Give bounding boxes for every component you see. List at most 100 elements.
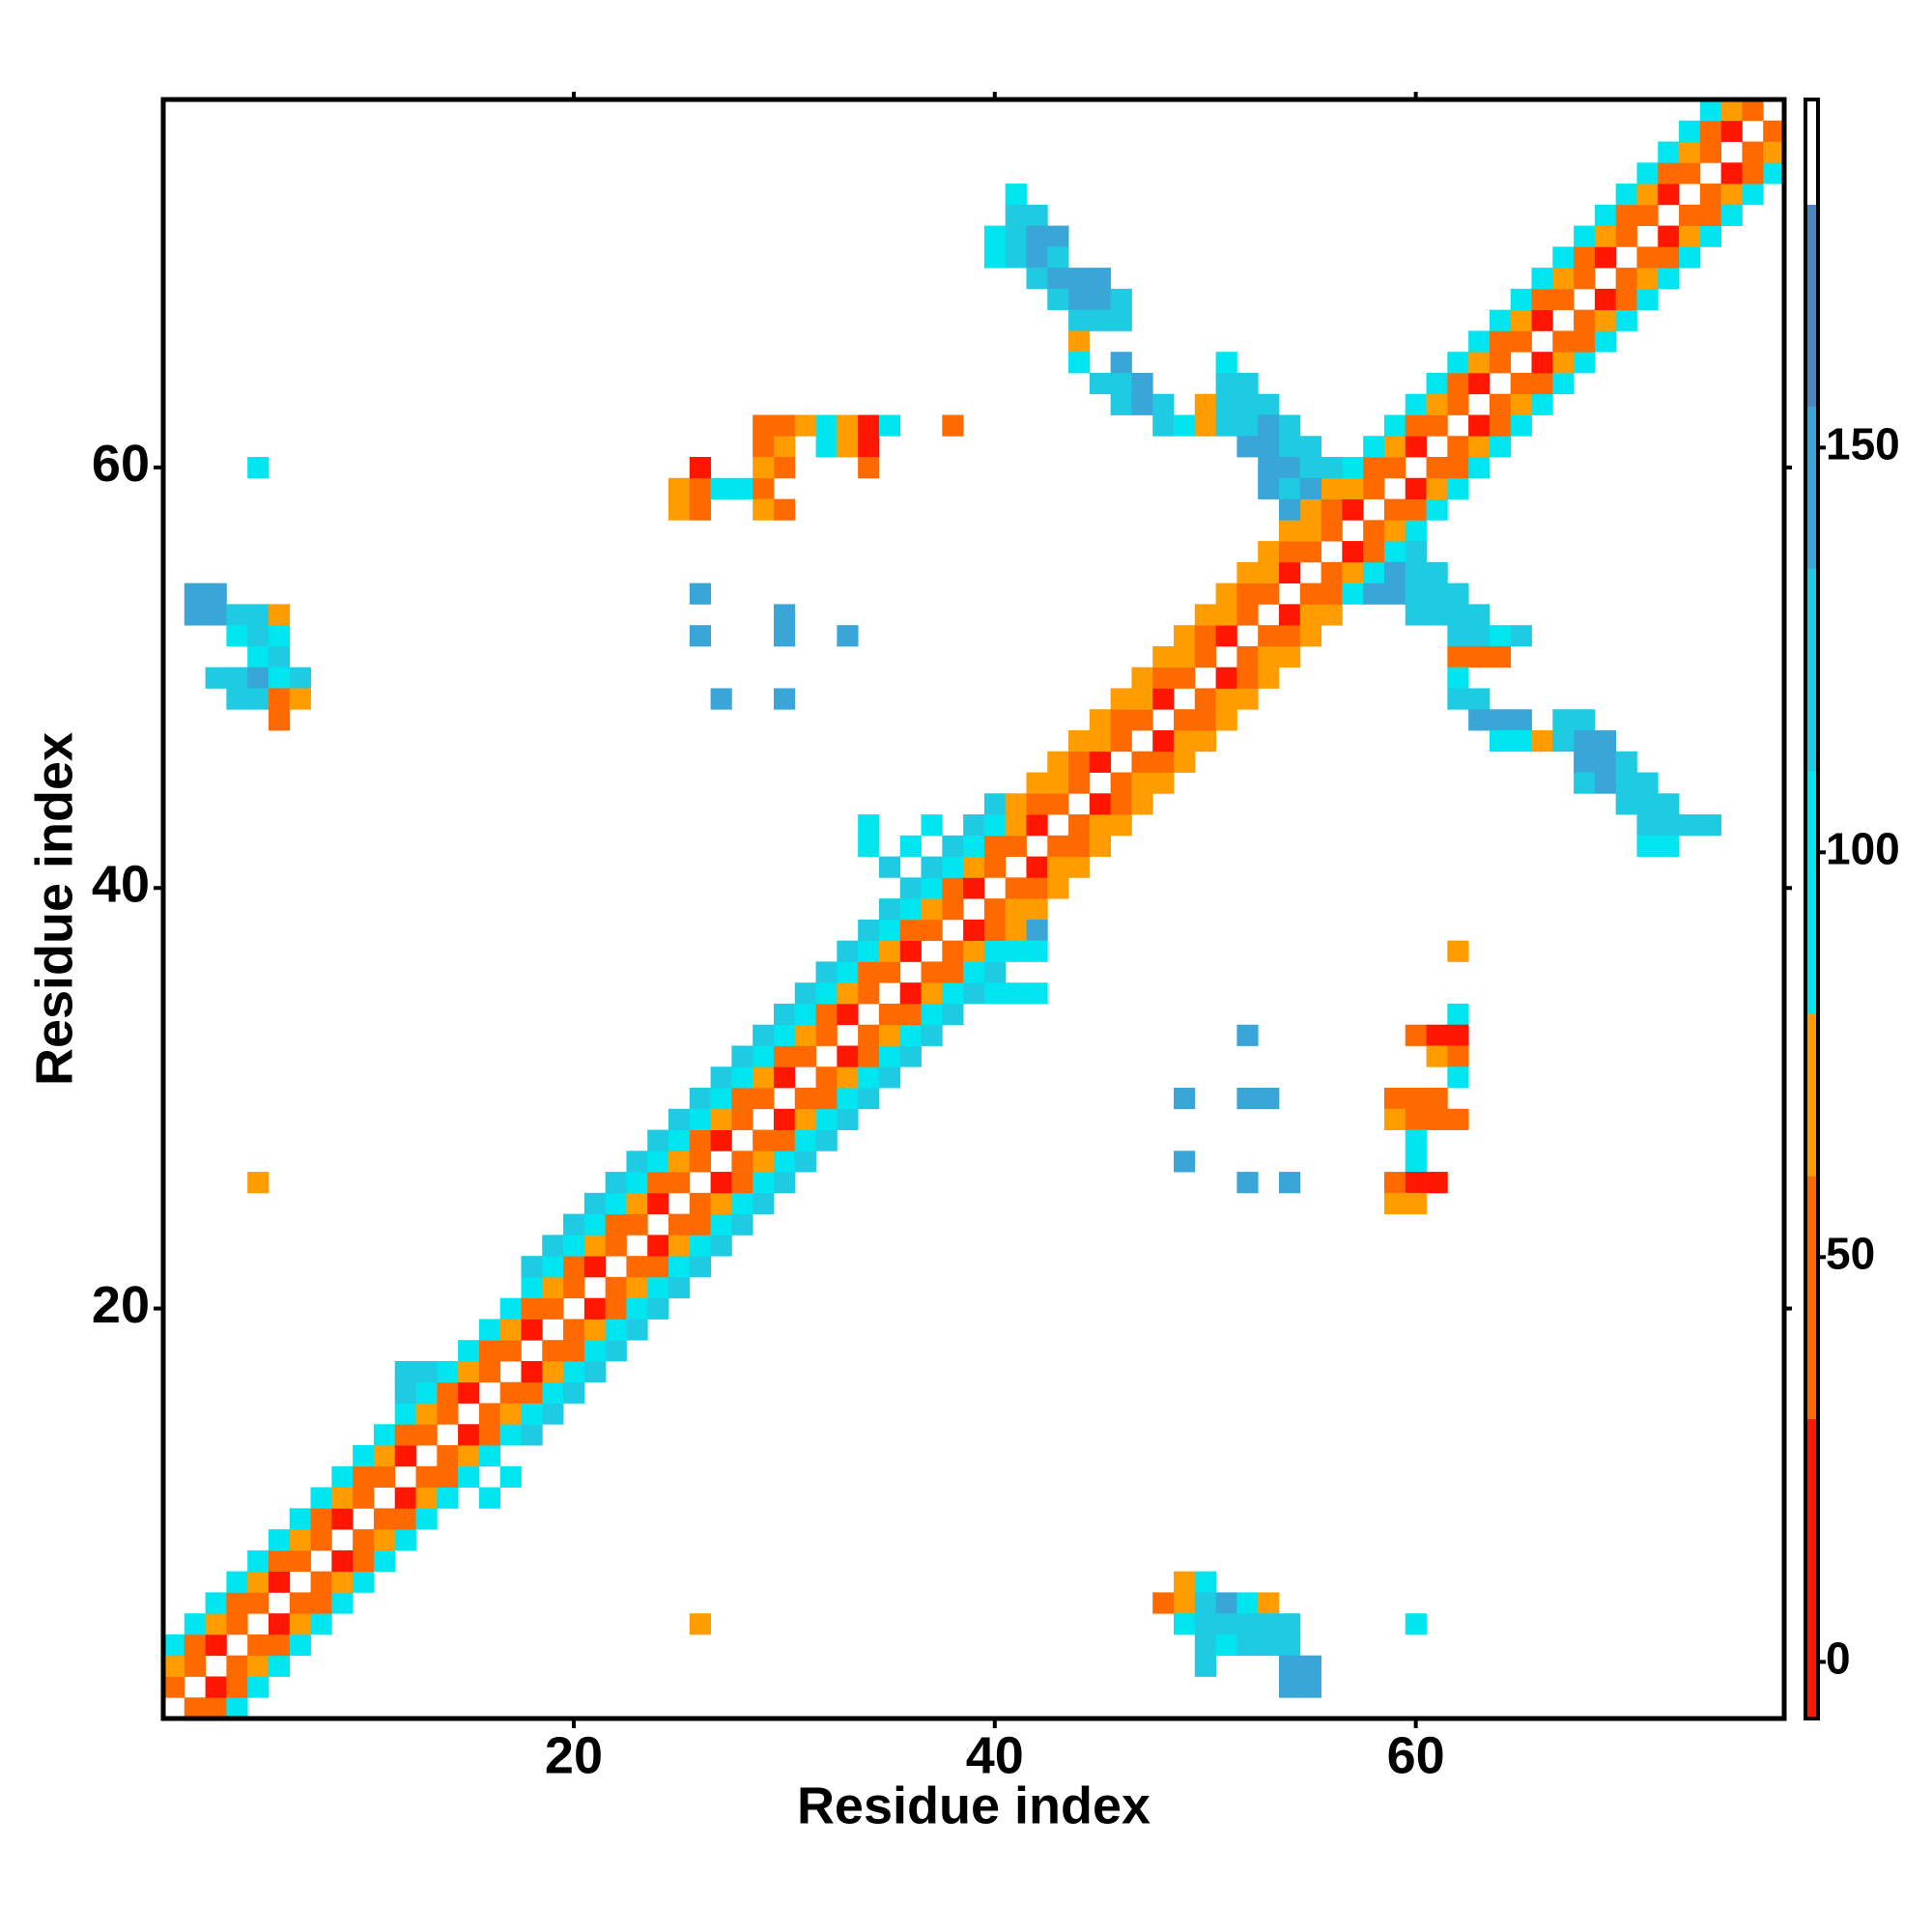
heatmap-cell [226, 1655, 248, 1677]
heatmap-cell [353, 1487, 375, 1509]
heatmap-cell [1236, 436, 1259, 458]
heatmap-cell [773, 688, 796, 710]
heatmap-cell [626, 1172, 648, 1194]
heatmap-cell [1658, 225, 1680, 247]
heatmap-cell [1194, 709, 1217, 731]
y-tick-label: 20 [92, 1276, 150, 1334]
heatmap-cell [437, 1487, 459, 1509]
heatmap-cell [710, 688, 732, 710]
colorbar-tick-label: 150 [1826, 418, 1900, 469]
heatmap-cell [837, 625, 859, 647]
heatmap-cell [1236, 372, 1259, 395]
heatmap-cell [1236, 1172, 1259, 1194]
heatmap-cell [1215, 709, 1237, 731]
heatmap-cell [1489, 729, 1512, 753]
heatmap-cell [668, 1213, 691, 1236]
heatmap-cell [1594, 772, 1617, 794]
heatmap-cell [858, 1024, 880, 1046]
heatmap-cell [647, 1129, 669, 1151]
heatmap-cell [205, 1592, 227, 1614]
heatmap-cell [837, 1108, 859, 1130]
heatmap-cell [983, 793, 1007, 815]
heatmap-cell [710, 477, 732, 499]
heatmap-cell [331, 1549, 354, 1573]
heatmap-cell [478, 1360, 501, 1383]
heatmap-cell [1658, 184, 1680, 206]
heatmap-cell [689, 1613, 711, 1635]
heatmap-cell [1026, 919, 1048, 942]
heatmap-cell [310, 1508, 332, 1530]
heatmap-cell [1068, 835, 1091, 857]
x-tick-label: 60 [1387, 1726, 1445, 1784]
heatmap-cell [1047, 877, 1069, 899]
heatmap-cell [668, 1151, 691, 1173]
heatmap-cell [1026, 225, 1048, 247]
heatmap-cell [1321, 604, 1343, 626]
heatmap-cell [1110, 772, 1132, 794]
heatmap-cell [773, 625, 796, 647]
heatmap-cell [1679, 204, 1701, 226]
heatmap-cell [1194, 645, 1217, 668]
heatmap-cell [1489, 625, 1512, 647]
heatmap-cell [815, 1129, 838, 1151]
heatmap-cell [1278, 1655, 1301, 1677]
heatmap-cell [942, 835, 964, 857]
heatmap-cell [1489, 393, 1512, 415]
heatmap-cell [837, 940, 859, 962]
heatmap-cell [983, 856, 1007, 878]
heatmap-cell [1258, 541, 1280, 563]
heatmap-cell [647, 1256, 669, 1278]
heatmap-cell [1174, 1088, 1196, 1110]
heatmap-cell [942, 982, 964, 1005]
heatmap-cell [521, 1360, 543, 1383]
heatmap-cell [1468, 352, 1491, 374]
heatmap-cell [899, 898, 922, 921]
heatmap-cell [1089, 372, 1112, 395]
heatmap-cell [583, 1192, 607, 1215]
x-tick-label: 20 [545, 1726, 603, 1784]
heatmap-cell [1489, 309, 1512, 331]
heatmap-cell [1174, 667, 1196, 689]
heatmap-cell [1426, 393, 1448, 415]
heatmap-cell [1236, 1024, 1259, 1046]
heatmap-cell [689, 1192, 711, 1215]
heatmap-cell [247, 604, 270, 626]
heatmap-cell [710, 1235, 732, 1257]
heatmap-cell [499, 1465, 522, 1488]
heatmap-cell [394, 1487, 416, 1509]
heatmap-cell [710, 1192, 732, 1215]
heatmap-cell [247, 1549, 270, 1573]
heatmap-cell [773, 436, 796, 458]
heatmap-cell [647, 1151, 669, 1173]
heatmap-cell [1174, 1151, 1196, 1173]
heatmap-cell [1468, 688, 1491, 710]
heatmap-cell [1426, 1024, 1448, 1046]
heatmap-cell [626, 1297, 648, 1320]
heatmap-cell [1720, 184, 1743, 206]
heatmap-cell [394, 1381, 416, 1404]
heatmap-cell [963, 961, 985, 983]
heatmap-cell [1763, 120, 1785, 142]
heatmap-cell [1278, 645, 1301, 668]
heatmap-cell [1299, 1655, 1321, 1677]
heatmap-cell [1258, 477, 1280, 499]
heatmap-cell [184, 582, 206, 605]
heatmap-cell [668, 1276, 691, 1299]
heatmap-cell [626, 1276, 648, 1299]
heatmap-cell [983, 898, 1007, 921]
heatmap-cell [1658, 814, 1680, 837]
heatmap-cell [1510, 372, 1532, 395]
heatmap-cell [1299, 498, 1321, 521]
heatmap-cell [310, 1613, 332, 1635]
heatmap-cell [226, 1676, 248, 1698]
heatmap-cell [942, 898, 964, 921]
heatmap-cell [1236, 414, 1259, 437]
heatmap-cell [226, 1613, 248, 1635]
heatmap-cell [1299, 436, 1321, 458]
heatmap-cell [1594, 288, 1617, 311]
heatmap-cell [1405, 604, 1427, 626]
heatmap-cell [773, 498, 796, 521]
heatmap-cell [1405, 436, 1427, 458]
